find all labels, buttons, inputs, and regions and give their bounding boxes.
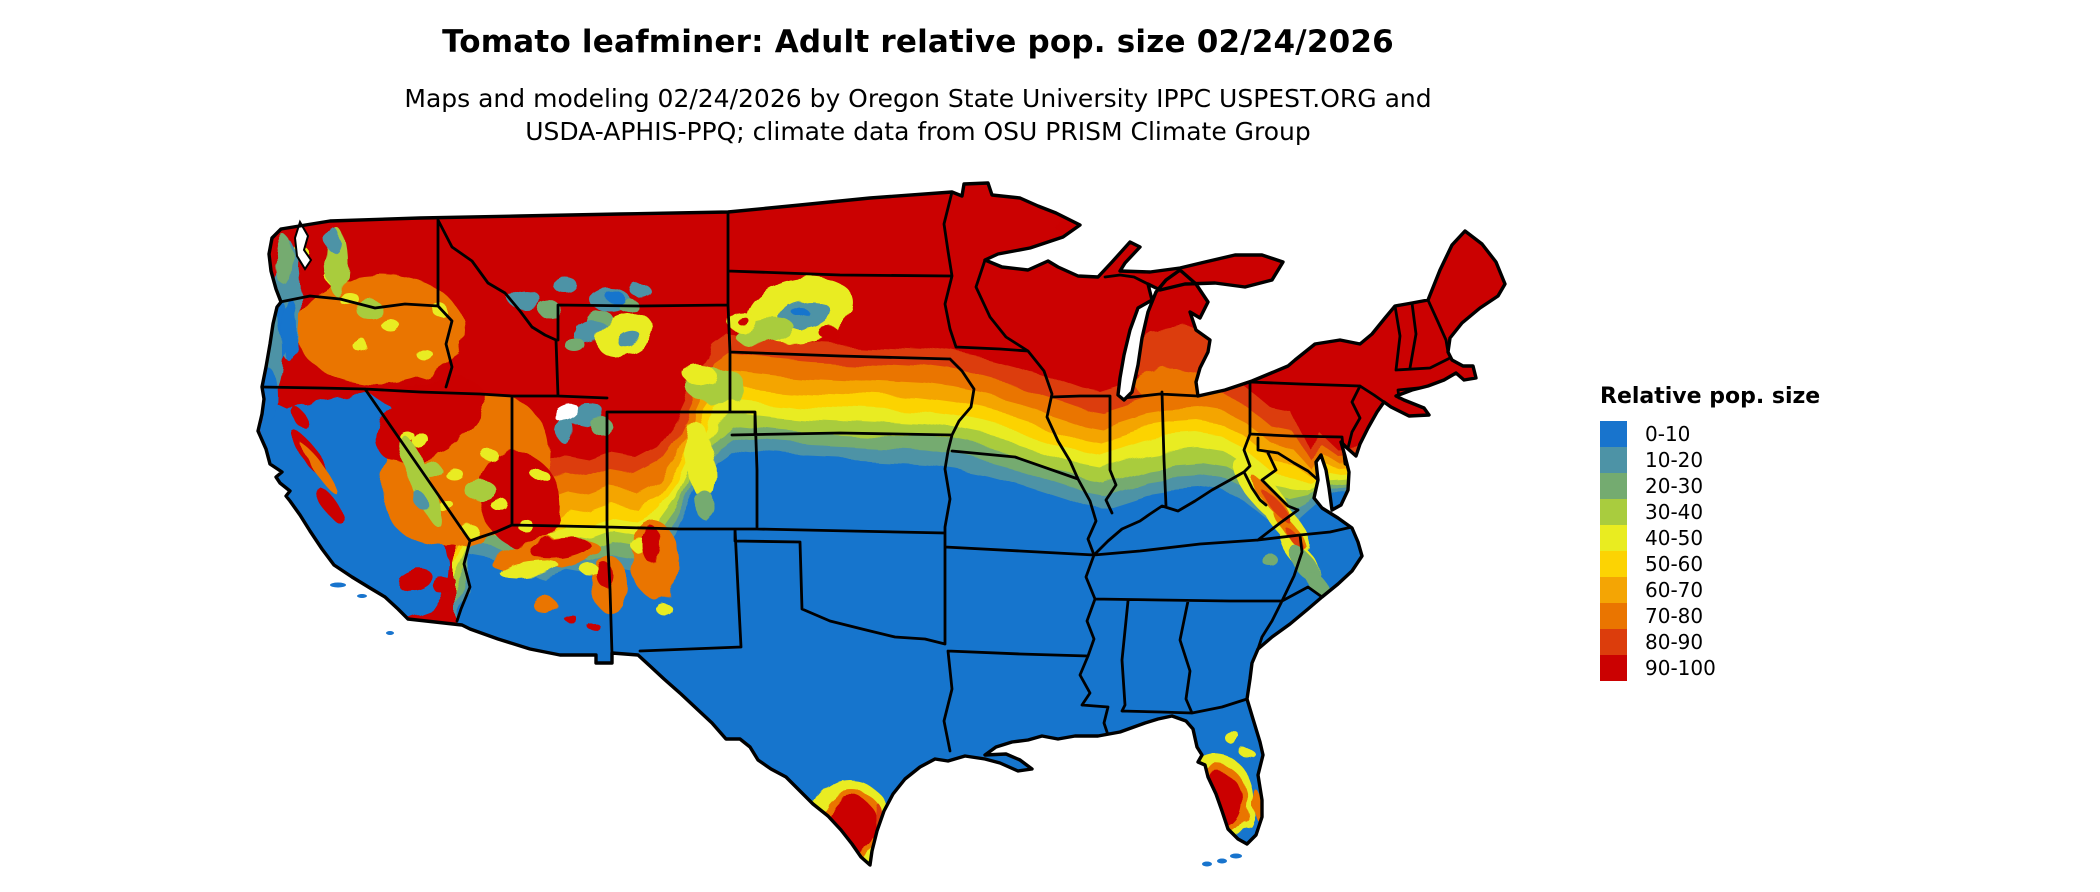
legend-swatch-icon bbox=[1600, 603, 1627, 629]
legend-swatch-icon bbox=[1600, 551, 1627, 577]
legend-item-label: 50-60 bbox=[1645, 552, 1704, 576]
legend-item-50-60: 50-60 bbox=[1600, 551, 1900, 577]
legend-swatch-icon bbox=[1600, 655, 1627, 681]
legend-swatch-icon bbox=[1600, 447, 1627, 473]
channel-islands bbox=[330, 582, 394, 635]
legend-item-40-50: 40-50 bbox=[1600, 525, 1900, 551]
map-raster bbox=[258, 183, 1505, 865]
legend-item-label: 70-80 bbox=[1645, 604, 1704, 628]
legend-item-label: 20-30 bbox=[1645, 474, 1704, 498]
legend-item-label: 30-40 bbox=[1645, 500, 1704, 524]
florida-keys bbox=[1202, 853, 1242, 867]
legend-rows: 0-10 10-20 20-30 30-40 40-50 50-60 60-70 70-80 8… bbox=[1600, 421, 1900, 681]
legend-item-label: 80-90 bbox=[1645, 630, 1704, 654]
legend-swatch-icon bbox=[1600, 629, 1627, 655]
legend-item-90-100: 90-100 bbox=[1600, 655, 1900, 681]
legend-item-0-10: 0-10 bbox=[1600, 421, 1900, 447]
legend-swatch-icon bbox=[1600, 421, 1627, 447]
legend-item-label: 40-50 bbox=[1645, 526, 1704, 550]
legend-swatch-icon bbox=[1600, 577, 1627, 603]
legend-swatch-icon bbox=[1600, 499, 1627, 525]
state-borders bbox=[260, 190, 1452, 753]
legend: Relative pop. size 0-10 10-20 20-30 30-40 40… bbox=[1600, 384, 1900, 681]
puget-sound-water bbox=[293, 219, 313, 271]
page-subtitle: Maps and modeling 02/24/2026 by Oregon S… bbox=[0, 82, 1836, 148]
legend-title: Relative pop. size bbox=[1600, 384, 1821, 409]
legend-item-20-30: 20-30 bbox=[1600, 473, 1900, 499]
page-title: Tomato leafminer: Adult relative pop. si… bbox=[442, 24, 1394, 60]
legend-item-80-90: 80-90 bbox=[1600, 629, 1900, 655]
conus-outline bbox=[256, 181, 1507, 867]
legend-item-10-20: 10-20 bbox=[1600, 447, 1900, 473]
legend-item-60-70: 60-70 bbox=[1600, 577, 1900, 603]
legend-swatch-icon bbox=[1600, 473, 1627, 499]
legend-item-label: 60-70 bbox=[1645, 578, 1704, 602]
legend-item-70-80: 70-80 bbox=[1600, 603, 1900, 629]
legend-item-label: 90-100 bbox=[1645, 656, 1716, 680]
subtitle-line-1: Maps and modeling 02/24/2026 by Oregon S… bbox=[404, 84, 1432, 113]
legend-item-label: 10-20 bbox=[1645, 448, 1704, 472]
legend-item-30-40: 30-40 bbox=[1600, 499, 1900, 525]
legend-swatch-icon bbox=[1600, 525, 1627, 551]
subtitle-line-2: USDA-APHIS-PPQ; climate data from OSU PR… bbox=[525, 117, 1311, 146]
legend-item-label: 0-10 bbox=[1645, 422, 1691, 446]
